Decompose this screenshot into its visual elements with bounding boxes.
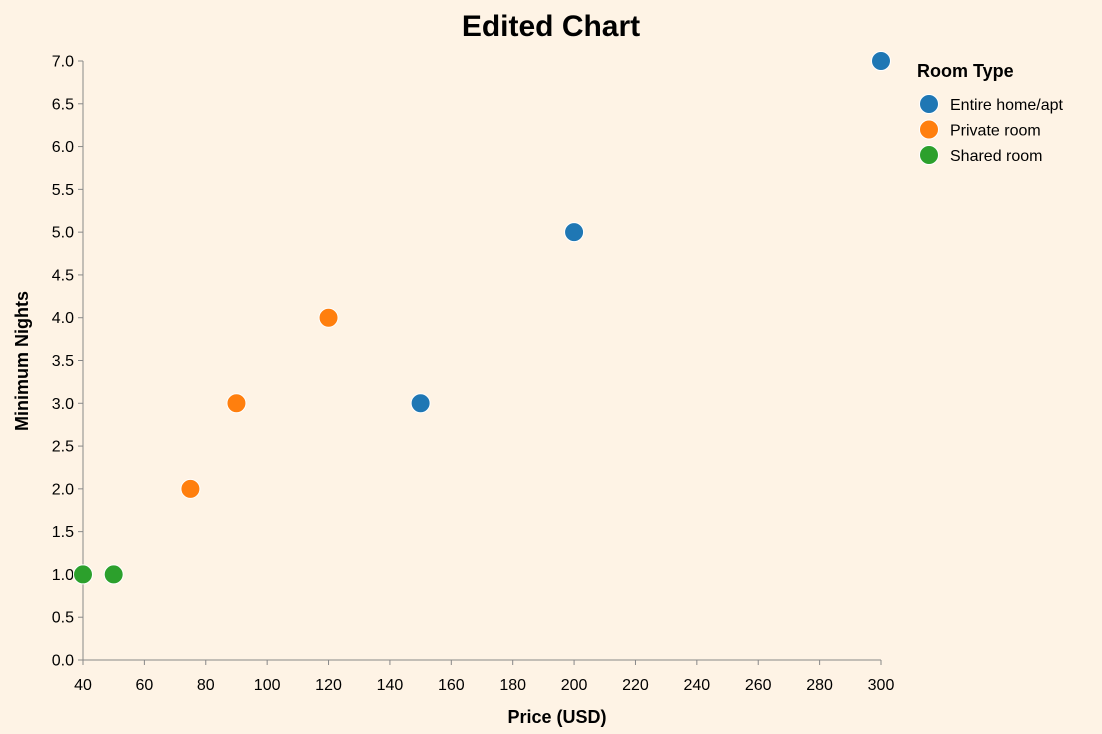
x-tick-label: 120 xyxy=(315,677,342,694)
y-tick-label: 2.5 xyxy=(52,439,74,456)
legend-symbol xyxy=(919,145,939,165)
y-tick-label: 3.5 xyxy=(52,353,74,370)
x-tick-label: 220 xyxy=(622,677,649,694)
y-tick-label: 4.0 xyxy=(52,310,74,327)
y-tick-label: 1.0 xyxy=(52,567,74,584)
x-tick-label: 40 xyxy=(74,677,92,694)
x-axis-title: Price (USD) xyxy=(507,707,606,727)
y-tick-label: 5.0 xyxy=(52,225,74,242)
x-tick-label: 60 xyxy=(135,677,153,694)
data-point xyxy=(103,564,124,585)
x-tick-label: 240 xyxy=(683,677,710,694)
legend-title: Room Type xyxy=(917,61,1014,81)
legend-label: Private room xyxy=(950,123,1041,140)
y-tick-label: 6.0 xyxy=(52,139,74,156)
x-tick-label: 300 xyxy=(868,677,895,694)
y-tick-label: 3.0 xyxy=(52,396,74,413)
data-point xyxy=(73,564,93,585)
y-tick-label: 5.5 xyxy=(52,182,74,199)
x-tick-label: 140 xyxy=(377,677,404,694)
data-point xyxy=(871,51,891,71)
y-axis: 0.0 0.5 1.0 1.5 2.0 2.5 3.0 3.5 4.0 4.5 5.0 5.5 6.0 6… xyxy=(52,54,84,670)
data-point xyxy=(180,478,201,499)
y-tick-label: 6.5 xyxy=(52,96,74,113)
chart-title: Edited Chart xyxy=(462,10,640,43)
data-point xyxy=(564,222,585,243)
x-tick-label: 80 xyxy=(197,677,215,694)
y-tick-label: 4.5 xyxy=(52,267,74,284)
x-axis: 40 60 80 100 120 140 160 180 200 220 240 260 280 300 xyxy=(74,659,895,694)
x-tick-label: 280 xyxy=(806,677,833,694)
y-tick-label: 7.0 xyxy=(52,54,74,71)
data-point xyxy=(410,393,431,414)
x-tick-label: 260 xyxy=(745,677,772,694)
x-tick-label: 100 xyxy=(254,677,281,694)
legend-label: Entire home/apt xyxy=(950,97,1064,114)
data-point xyxy=(226,393,247,414)
y-tick-label: 1.5 xyxy=(52,524,74,541)
legend-symbol xyxy=(919,94,939,114)
y-tick-label: 0.0 xyxy=(52,653,74,670)
x-tick-label: 180 xyxy=(499,677,526,694)
y-tick-label: 0.5 xyxy=(52,610,74,627)
y-tick-label: 2.0 xyxy=(52,481,74,498)
legend-label: Shared room xyxy=(950,148,1043,165)
data-points xyxy=(73,51,891,585)
x-tick-label: 200 xyxy=(561,677,588,694)
legend-symbol xyxy=(919,119,939,140)
legend: Room Type Entire home/apt Private room Sha… xyxy=(917,61,1064,165)
y-axis-title: Minimum Nights xyxy=(12,291,32,431)
x-tick-label: 160 xyxy=(438,677,465,694)
data-point xyxy=(318,307,339,328)
